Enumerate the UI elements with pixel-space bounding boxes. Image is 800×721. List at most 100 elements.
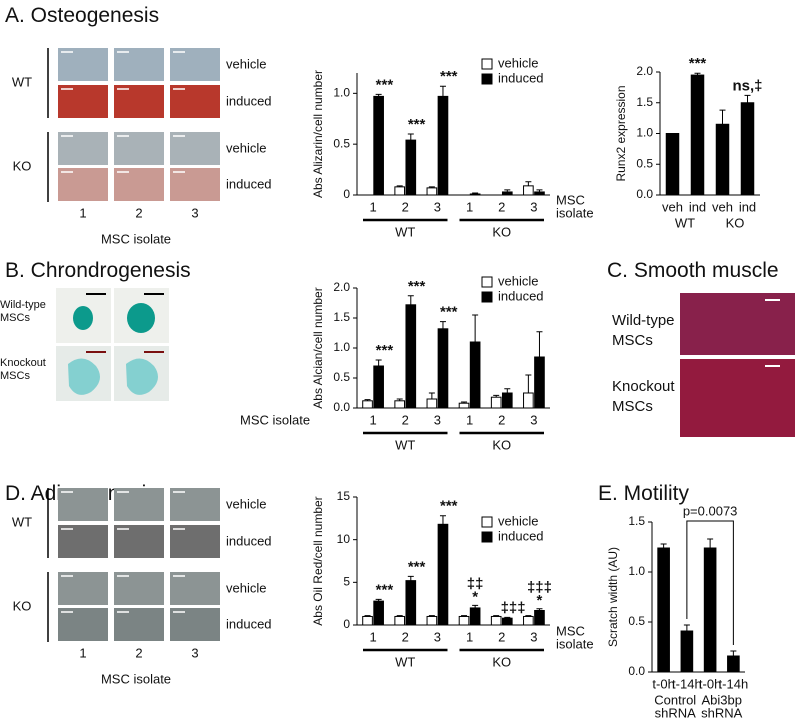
micrograph (170, 168, 220, 201)
x-tick-label: 2 (402, 629, 409, 644)
micrograph (114, 525, 164, 558)
micrograph (114, 85, 164, 118)
axis-label: isolate (556, 205, 594, 220)
bar (362, 400, 373, 409)
significance: *** (440, 498, 458, 515)
micrograph (58, 168, 108, 201)
micrograph-tint (680, 293, 795, 355)
micrograph (170, 48, 220, 81)
micrograph (58, 572, 108, 605)
bar (469, 607, 481, 626)
x-tick-label: 2 (402, 412, 409, 427)
stain (68, 358, 100, 395)
row-label: induced (226, 533, 272, 548)
micrograph (58, 48, 108, 81)
significance: *** (408, 558, 426, 575)
bar (490, 396, 502, 409)
stain (127, 303, 155, 333)
row-label: Wild-type (612, 312, 675, 329)
significance: ‡‡‡ (527, 579, 552, 596)
y-tick-label: 1.5 (333, 310, 350, 324)
error-bar (428, 392, 435, 399)
error-bar (707, 538, 714, 548)
error-bar (375, 93, 382, 97)
error-bar (744, 94, 751, 103)
x-tick-label: ind (689, 199, 706, 214)
row-label: vehicle (226, 496, 266, 511)
significance: * (537, 592, 543, 609)
axis-label: MSC (556, 192, 585, 207)
y-tick-label: 1.0 (628, 564, 645, 578)
bar (501, 392, 513, 409)
bar (469, 341, 481, 409)
legend-label: vehicle (498, 55, 538, 70)
legend-label: induced (498, 528, 544, 543)
micrograph (114, 608, 164, 641)
x-tick-label: 1 (466, 199, 473, 214)
group-label: shRNA (655, 705, 697, 720)
bar (690, 74, 705, 196)
significance: *** (408, 116, 426, 133)
bar (703, 547, 717, 673)
group-label: KO (492, 437, 511, 452)
x-tick-label: 2 (498, 412, 505, 427)
bar (405, 580, 417, 626)
micrograph (170, 85, 220, 118)
micrograph (170, 488, 220, 521)
bar (437, 523, 449, 626)
bar (394, 400, 406, 409)
y-tick-label: 15 (337, 489, 351, 503)
y-tick-label: 0.5 (333, 136, 350, 150)
x-tick-label: 2 (498, 629, 505, 644)
bar (740, 102, 755, 196)
error-bar (439, 321, 446, 329)
error-bar (472, 604, 479, 608)
p-value: p=0.0073 (683, 503, 738, 518)
micrograph (170, 572, 220, 605)
bar (490, 615, 502, 626)
row-label: induced (226, 616, 272, 631)
row-label: vehicle (226, 580, 266, 595)
bar (362, 615, 373, 626)
column-label: 2 (135, 645, 142, 660)
micrograph (58, 132, 108, 165)
error-bar (364, 399, 371, 401)
x-tick-label: t-0h (699, 676, 721, 691)
bar (715, 123, 730, 196)
error-bar (660, 543, 667, 548)
significance-bracket (686, 520, 734, 645)
row-label: induced (226, 93, 272, 108)
row-label: Wild-type (0, 299, 46, 311)
legend-swatch (481, 58, 493, 70)
row-label: MSCs (0, 370, 30, 382)
x-tick-label: t-0h (652, 676, 674, 691)
bar (426, 187, 438, 196)
y-tick-label: 5 (343, 575, 350, 589)
significance: ns,‡ (732, 77, 762, 94)
bar (657, 547, 670, 673)
bar (405, 304, 417, 409)
bar (727, 655, 740, 673)
significance: *** (689, 55, 707, 72)
y-tick-label: 0 (343, 187, 350, 201)
panel-title: E. Motility (598, 482, 690, 505)
micrograph (58, 85, 108, 118)
bar (469, 193, 481, 196)
bar (501, 617, 513, 626)
significance: *** (440, 68, 458, 85)
axis-label: MSC (556, 623, 585, 638)
row-label: Knockout (612, 378, 675, 395)
legend-swatch (481, 291, 493, 303)
x-tick-label: 1 (369, 412, 376, 427)
legend-swatch (481, 531, 493, 543)
y-tick-label: 1.5 (636, 95, 653, 109)
error-bar (407, 133, 414, 141)
bar (501, 191, 513, 196)
legend-label: vehicle (498, 273, 538, 288)
group-label: KO (726, 215, 745, 230)
micrograph-tint (680, 359, 795, 437)
axis-label: isolate (556, 636, 594, 651)
x-tick-label: 3 (530, 412, 537, 427)
error-bar (428, 186, 435, 188)
